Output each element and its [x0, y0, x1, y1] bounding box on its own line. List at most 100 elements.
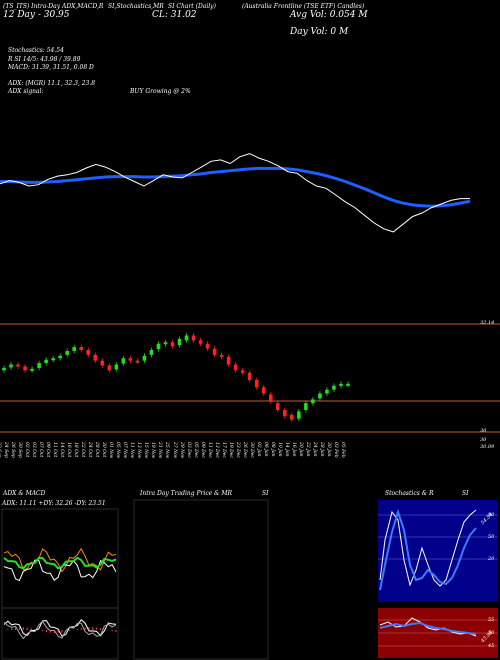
- candle-body: [58, 355, 62, 359]
- candle-body: [240, 370, 245, 373]
- candle-body: [205, 343, 210, 349]
- stoch-tick-80: 80: [488, 512, 495, 518]
- candle-body: [184, 335, 189, 341]
- adx-panel-values: ADX: 11.11 +DY: 32.26 -DY: 23.51: [2, 500, 106, 507]
- candle-body: [177, 338, 182, 346]
- price-low-label: 30: [480, 428, 487, 434]
- close-price-line: [0, 153, 470, 233]
- ema-readout: 12 Day - 30.95: [3, 10, 70, 20]
- candle-body: [121, 358, 126, 364]
- candle-body: [16, 364, 20, 367]
- candles-group: [2, 333, 350, 423]
- candle-body: [142, 355, 147, 361]
- candle-body: [254, 380, 259, 388]
- price-low-label-3: 30.09: [480, 444, 495, 450]
- candle-body: [233, 364, 238, 371]
- rsi-tick-45: 45: [488, 643, 495, 649]
- candle-body: [339, 383, 343, 386]
- macd-lines: [3, 618, 117, 640]
- adx-panel: [1, 508, 119, 660]
- candle-body: [198, 340, 203, 344]
- moving-average-line: [0, 166, 471, 208]
- adx-lines: [3, 547, 117, 582]
- candle-body: [226, 356, 231, 365]
- candle-body: [332, 385, 336, 390]
- stoch-tick-50: 50: [488, 534, 495, 540]
- candle-body: [170, 342, 175, 347]
- candle-body: [261, 387, 266, 394]
- close-readout: CL: 31.02: [152, 10, 197, 20]
- candle-body: [268, 394, 273, 402]
- price-top-label: 32.14: [480, 320, 495, 326]
- candle-body: [149, 350, 154, 355]
- candle-body: [311, 399, 315, 404]
- candle-body: [128, 358, 133, 361]
- candle-body: [51, 358, 55, 361]
- candle-body: [290, 414, 294, 420]
- candle-body: [107, 365, 112, 371]
- moving-average-group: [0, 166, 471, 208]
- candle-body: [79, 347, 84, 351]
- candle-body: [37, 363, 41, 368]
- avg-volume-readout: Avg Vol: 0.054 M: [290, 10, 368, 20]
- candle-body: [93, 354, 98, 361]
- stochastics-readout: Stochastics: 54.54: [8, 47, 64, 54]
- header-title-4: (Australia Frontline (TSE ETF) Candles): [242, 3, 365, 10]
- header-title-3: SI Chart (Daily): [168, 3, 216, 10]
- rsi-tick-50: 50: [488, 630, 495, 636]
- candle-body: [9, 364, 13, 368]
- adx-panel-title: ADX & MACD: [3, 490, 46, 497]
- candle-body: [156, 343, 161, 350]
- candle-body: [191, 335, 196, 341]
- close-line-group: [0, 153, 470, 233]
- adx-readout: ADX: (MGR) 11.1, 32.3, 23.8: [8, 80, 96, 87]
- macd-signal-line: [3, 620, 117, 640]
- mrsi-panel-suffix: SI: [262, 490, 269, 497]
- stoch-tick-20: 20: [488, 556, 495, 562]
- candle-body: [65, 351, 69, 355]
- stoch-panel-suffix: SI: [462, 490, 469, 497]
- header-title-1: (TS_ITS) Intra-Day ADX,MACD,R: [3, 3, 104, 10]
- stoch-d-line: [379, 508, 477, 591]
- stoch-panel-title: Stochastics & R: [385, 490, 434, 497]
- macd-readout: MACD: 31.39, 31.51, 0.08 D: [8, 64, 94, 71]
- mrsi-panel-title: Intra Day Trading Price & MR: [140, 490, 233, 497]
- candle-body: [247, 372, 252, 380]
- candle-body: [114, 364, 119, 370]
- stoch-lines: [379, 508, 477, 591]
- candle-body: [325, 389, 329, 394]
- price-chart: [0, 153, 500, 433]
- candle-body: [318, 393, 322, 399]
- price-low-label-2: 30: [480, 437, 487, 443]
- rsi-readout: R SI 14/5: 43.98 / 39.89: [8, 56, 81, 63]
- candle-body: [283, 409, 287, 417]
- candle-body: [44, 359, 48, 364]
- rsi-signal-line: [379, 621, 477, 635]
- stoch-panel: [378, 500, 498, 602]
- candle-body: [346, 383, 350, 386]
- buy-signal-label: BUY Growing @ 2%: [130, 88, 191, 95]
- day-volume-readout: Day Vol: 0 M: [290, 27, 349, 37]
- candle-body: [100, 360, 105, 366]
- candle-body: [163, 342, 168, 345]
- rsi-lines: [379, 617, 477, 637]
- candle-body: [30, 368, 34, 371]
- candle-body: [219, 354, 224, 357]
- candle-body: [86, 350, 91, 355]
- candle-body: [72, 347, 77, 351]
- adx-plus-di-line: [3, 559, 117, 582]
- candle-body: [275, 403, 280, 410]
- candle-body: [23, 366, 27, 371]
- candle-body: [304, 403, 308, 410]
- macd-line: [3, 618, 117, 637]
- candle-body: [135, 360, 140, 363]
- header-title-2: SI,Stochastics,MR: [108, 3, 164, 10]
- rsi-tick-55: 55: [488, 617, 495, 623]
- rsi-line: [379, 617, 477, 637]
- mrsi-panel: [133, 499, 269, 660]
- adx-signal-label: ADX signal:: [8, 88, 44, 95]
- candle-body: [212, 348, 217, 355]
- adx-line: [3, 556, 117, 570]
- candle-body: [297, 411, 301, 419]
